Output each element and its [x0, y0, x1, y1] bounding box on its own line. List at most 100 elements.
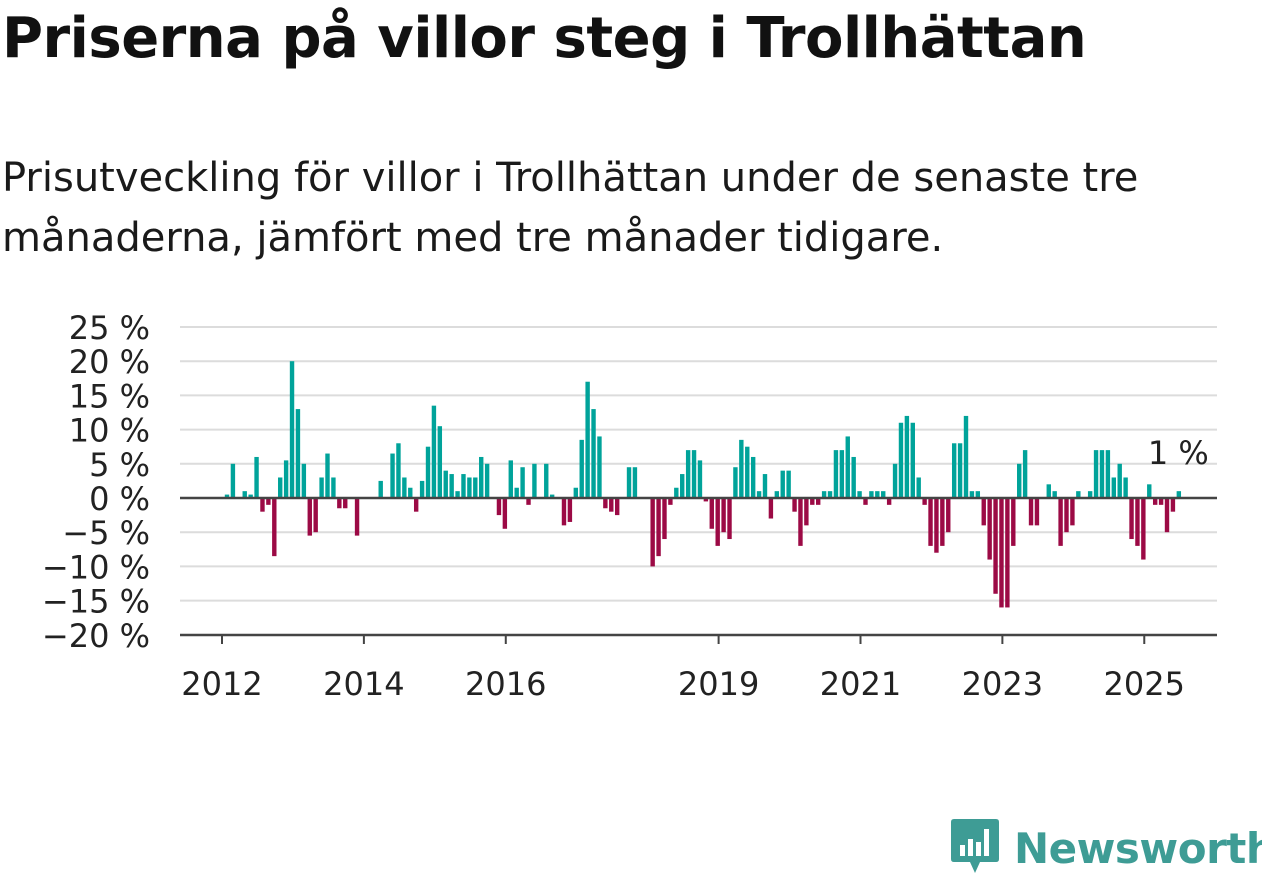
bar — [857, 491, 862, 498]
bar — [561, 498, 567, 526]
bar — [892, 463, 898, 498]
y-tick-label: 5 % — [89, 446, 150, 484]
bar — [283, 460, 289, 498]
bar — [354, 498, 360, 536]
bar — [248, 494, 253, 498]
bar — [851, 456, 856, 498]
bar — [260, 498, 265, 512]
bar — [1164, 498, 1170, 533]
bar — [579, 439, 584, 498]
bar — [390, 453, 395, 498]
y-tick-label: 20 % — [69, 343, 150, 381]
x-tick-label: 2021 — [820, 665, 901, 703]
bar — [810, 498, 815, 505]
bar — [609, 498, 614, 512]
bar — [1105, 450, 1111, 498]
bar — [479, 456, 484, 498]
bar-chart: 25 %20 %15 %10 %5 %0 %−5 %−10 %−15 %−20 … — [42, 309, 1217, 703]
y-tick-label: −10 % — [42, 548, 150, 586]
bar — [827, 491, 833, 498]
bar — [502, 498, 508, 529]
bar — [473, 477, 478, 498]
bar — [963, 415, 969, 498]
bar — [715, 498, 720, 546]
bar — [526, 498, 531, 505]
bar — [496, 498, 502, 516]
bar — [650, 498, 655, 567]
bar — [821, 491, 827, 498]
bar — [727, 498, 732, 540]
bar — [431, 405, 437, 498]
bar — [839, 450, 845, 498]
x-tick-label: 2025 — [1104, 665, 1185, 703]
bar — [1111, 477, 1116, 498]
bar — [378, 480, 383, 498]
bar — [916, 477, 921, 498]
bar — [573, 487, 579, 498]
bar — [798, 498, 803, 546]
bar — [922, 498, 927, 505]
bar — [685, 450, 691, 498]
bar — [337, 498, 342, 509]
y-axis-tick-labels: 25 %20 %15 %10 %5 %0 %−5 %−10 %−15 %−20 … — [42, 309, 150, 655]
bar — [1064, 498, 1069, 533]
bar — [662, 498, 667, 540]
bar — [549, 494, 555, 498]
y-tick-label: 15 % — [69, 377, 150, 415]
bar — [585, 381, 590, 498]
bar — [898, 422, 904, 498]
bar — [343, 498, 348, 509]
bar — [1129, 498, 1134, 540]
x-tick-label: 2012 — [181, 665, 262, 703]
bar — [278, 477, 283, 498]
bar — [721, 498, 726, 533]
annotations: 1 % — [1148, 434, 1209, 472]
bar — [869, 491, 874, 498]
bars — [224, 361, 1182, 608]
bar — [703, 498, 709, 502]
chart-subtitle: Prisutveckling för villor i Trollhättan … — [2, 155, 1139, 261]
bar — [437, 426, 443, 498]
bar — [910, 422, 915, 498]
bar — [325, 453, 330, 498]
bar — [1093, 450, 1099, 498]
bar — [1135, 498, 1140, 546]
bar — [419, 480, 425, 498]
axes — [180, 496, 1217, 644]
bar — [957, 443, 963, 498]
bar — [1152, 498, 1158, 505]
bar — [946, 498, 951, 533]
bar — [307, 498, 312, 536]
bar — [674, 487, 679, 498]
newsworthy-logo-icon — [950, 817, 1000, 879]
bar — [739, 439, 744, 498]
bar — [951, 443, 957, 498]
y-tick-label: −15 % — [42, 583, 150, 621]
bar — [396, 443, 401, 498]
bar — [425, 446, 431, 498]
bar — [1028, 498, 1034, 526]
bar — [975, 491, 981, 498]
bar — [1034, 498, 1040, 526]
x-tick-label: 2014 — [323, 665, 404, 703]
x-tick-label: 2019 — [678, 665, 759, 703]
bar — [467, 477, 472, 498]
bar — [402, 477, 407, 498]
bar — [668, 498, 673, 505]
bar — [408, 487, 413, 498]
bar — [1011, 498, 1016, 546]
bar — [632, 467, 638, 498]
bar — [1123, 477, 1128, 498]
bar — [520, 467, 525, 498]
bar — [1046, 484, 1051, 498]
bar — [780, 470, 785, 498]
x-tick-label: 2023 — [962, 665, 1043, 703]
bar — [691, 450, 697, 498]
bar — [1058, 498, 1063, 546]
bar — [774, 491, 780, 498]
bar — [301, 463, 307, 498]
bar — [768, 498, 774, 519]
bar — [1022, 450, 1028, 498]
bar — [1170, 498, 1176, 512]
bar — [1158, 498, 1164, 505]
